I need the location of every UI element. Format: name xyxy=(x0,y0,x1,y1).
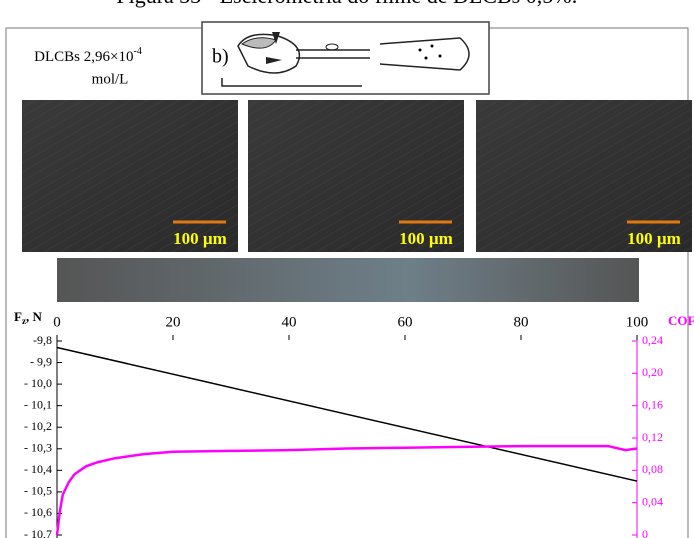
x-tick-label: 80 xyxy=(514,314,529,330)
y-axis-label: Fz, N xyxy=(14,309,42,326)
y2-axis-label: COF xyxy=(668,313,694,328)
y2-tick-label: 0,24 xyxy=(642,333,663,347)
page: Figura 33 - Esclerometria do filme de DL… xyxy=(0,0,694,538)
sample-label: DLCBs 2,96×10-4 xyxy=(34,46,142,65)
scale-label: 100 µm xyxy=(627,229,681,248)
scale-label: 100 µm xyxy=(173,229,227,248)
y-tick-label: - 10,3 xyxy=(24,441,52,455)
x-tick-label: 40 xyxy=(282,314,297,330)
inset-label: b) xyxy=(212,46,229,68)
y2-tick-label: 0,12 xyxy=(642,430,663,444)
y2-tick-label: 0,08 xyxy=(642,462,663,476)
y-tick-label: - 9,9 xyxy=(30,354,52,368)
y-tick-label: -9,8 xyxy=(33,333,52,347)
scale-label: 100 µm xyxy=(399,229,453,248)
y-tick-label: - 10,4 xyxy=(24,462,52,476)
y-tick-label: - 10,7 xyxy=(24,527,52,538)
inset: b) xyxy=(202,22,489,94)
y-tick-label: - 10,2 xyxy=(24,419,52,433)
scratch-strip xyxy=(57,258,639,302)
sample-unit: mol/L xyxy=(92,71,129,87)
y2-tick-label: 0,20 xyxy=(642,365,663,379)
y-tick-label: - 10,1 xyxy=(24,397,52,411)
y-tick-label: - 10,0 xyxy=(24,376,52,390)
x-tick-label: 20 xyxy=(166,314,181,330)
series-line xyxy=(57,347,637,481)
x-tick-label: 0 xyxy=(53,314,61,330)
y-label-part: F xyxy=(14,309,22,324)
y-tick-label: - 10,6 xyxy=(24,505,52,519)
series-line xyxy=(57,446,637,535)
x-tick-label: 100 xyxy=(626,314,649,330)
y-label-part: , N xyxy=(26,309,43,324)
y2-tick-label: 0 xyxy=(642,527,648,538)
x-tick-label: 60 xyxy=(398,314,413,330)
y2-tick-label: 0,04 xyxy=(642,494,663,508)
figure-title: Figura 33 - Esclerometria do filme de DL… xyxy=(116,0,577,8)
y2-tick-label: 0,16 xyxy=(642,397,663,411)
y-tick-label: - 10,5 xyxy=(24,484,52,498)
